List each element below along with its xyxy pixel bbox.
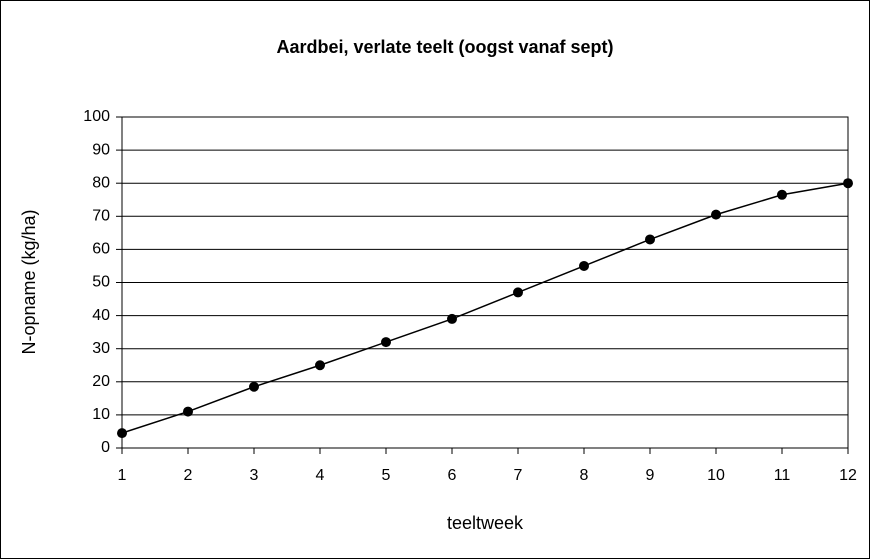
data-point [447, 313, 457, 324]
data-point [645, 234, 655, 245]
x-tick-label: 8 [580, 467, 589, 484]
x-tick-label: 3 [250, 467, 259, 484]
data-point [183, 406, 193, 417]
data-line [121, 182, 849, 434]
x-tick-label: 4 [316, 467, 325, 484]
data-point [315, 360, 325, 371]
y-tick-label: 60 [92, 241, 110, 258]
x-tick-label: 2 [184, 467, 193, 484]
y-tick-label: 70 [92, 208, 110, 225]
x-tick-label: 10 [707, 467, 725, 484]
data-point [381, 337, 391, 348]
chart-title: Aardbei, verlate teelt (oogst vanaf sept… [276, 37, 613, 57]
y-tick-label: 40 [92, 307, 110, 324]
x-tick-label: 12 [839, 467, 857, 484]
data-point [711, 209, 721, 220]
x-tick-label: 6 [448, 467, 457, 484]
data-point [579, 260, 589, 271]
y-tick-label: 100 [83, 108, 110, 125]
data-point [117, 428, 127, 439]
y-tick-label: 30 [92, 340, 110, 357]
data-point [249, 381, 259, 392]
data-point [513, 287, 523, 298]
y-tick-label: 90 [92, 141, 110, 158]
x-axis-label: teeltweek [447, 513, 524, 533]
y-tick-label: 20 [92, 373, 110, 390]
data-point [777, 189, 787, 200]
y-axis-label: N-opname (kg/ha) [19, 209, 39, 354]
plot-frame [121, 116, 849, 449]
y-tick-label: 80 [92, 174, 110, 191]
y-tick-label: 10 [92, 406, 110, 423]
y-tick-label: 0 [101, 439, 110, 456]
data-point [843, 178, 853, 189]
x-tick-label: 5 [382, 467, 391, 484]
x-tick-label: 7 [514, 467, 523, 484]
x-tick-label: 1 [118, 467, 127, 484]
x-tick-label: 11 [774, 467, 791, 484]
y-tick-label: 50 [92, 274, 110, 291]
x-tick-label: 9 [646, 467, 655, 484]
